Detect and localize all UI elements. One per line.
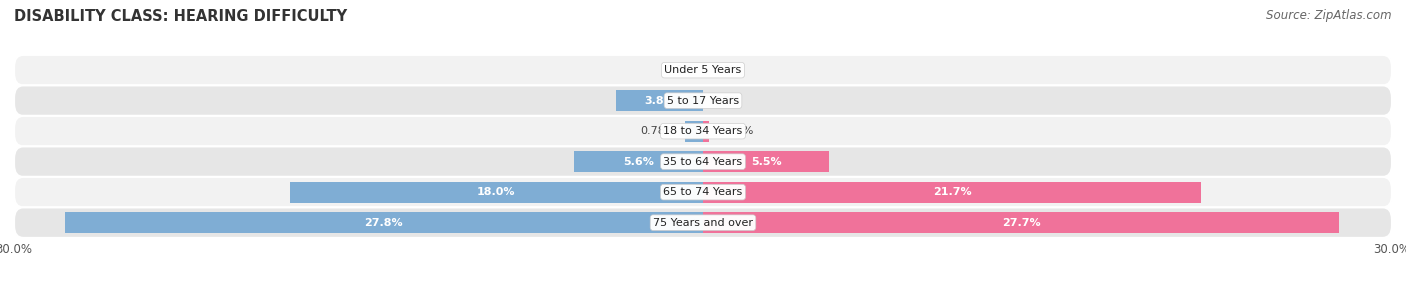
Text: 0.0%: 0.0%: [665, 65, 693, 75]
Bar: [685, 121, 703, 142]
FancyBboxPatch shape: [14, 85, 1392, 116]
Bar: [703, 212, 1339, 233]
FancyBboxPatch shape: [14, 55, 1392, 85]
FancyBboxPatch shape: [14, 116, 1392, 146]
Text: Under 5 Years: Under 5 Years: [665, 65, 741, 75]
FancyBboxPatch shape: [14, 146, 1392, 177]
Bar: [703, 182, 1201, 203]
Bar: [290, 182, 703, 203]
Text: 5.5%: 5.5%: [751, 157, 782, 167]
Text: 18.0%: 18.0%: [477, 187, 516, 197]
FancyBboxPatch shape: [14, 207, 1392, 238]
Text: DISABILITY CLASS: HEARING DIFFICULTY: DISABILITY CLASS: HEARING DIFFICULTY: [14, 9, 347, 24]
Text: 27.7%: 27.7%: [1001, 218, 1040, 228]
Bar: [616, 90, 703, 111]
Text: 0.0%: 0.0%: [713, 96, 741, 106]
Text: 75 Years and over: 75 Years and over: [652, 218, 754, 228]
Bar: [703, 121, 709, 142]
Text: 3.8%: 3.8%: [644, 96, 675, 106]
Text: 27.8%: 27.8%: [364, 218, 404, 228]
Text: 5.6%: 5.6%: [623, 157, 654, 167]
Text: Source: ZipAtlas.com: Source: ZipAtlas.com: [1267, 9, 1392, 22]
Text: 0.26%: 0.26%: [718, 126, 754, 136]
Bar: [65, 212, 703, 233]
Bar: [703, 151, 830, 172]
Text: 65 to 74 Years: 65 to 74 Years: [664, 187, 742, 197]
Text: 35 to 64 Years: 35 to 64 Years: [664, 157, 742, 167]
Text: 0.78%: 0.78%: [640, 126, 676, 136]
Text: 5 to 17 Years: 5 to 17 Years: [666, 96, 740, 106]
FancyBboxPatch shape: [14, 177, 1392, 207]
Text: 18 to 34 Years: 18 to 34 Years: [664, 126, 742, 136]
Text: 0.0%: 0.0%: [713, 65, 741, 75]
Bar: [575, 151, 703, 172]
Text: 21.7%: 21.7%: [932, 187, 972, 197]
